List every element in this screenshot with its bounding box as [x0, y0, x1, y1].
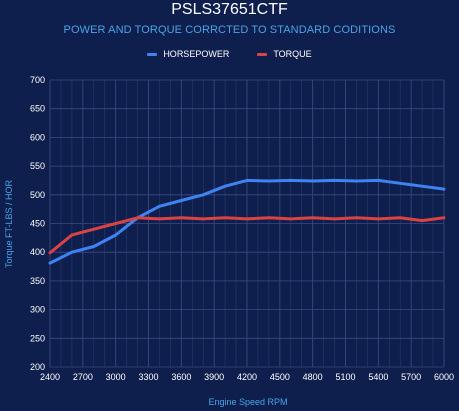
x-tick-label: 3300 — [138, 372, 158, 382]
x-tick-label: 4200 — [237, 372, 257, 382]
legend: HORSEPOWER TORQUE — [0, 49, 459, 59]
x-tick-labels: 2400 2700 3000 3300 3600 3900 4200 4500 4800 5100… — [40, 372, 454, 382]
x-tick-label: 2700 — [73, 372, 93, 382]
y-tick-label: 700 — [30, 75, 45, 85]
chart-subtitle: POWER AND TORQUE CORRCTED TO STANDARD CO… — [63, 24, 396, 36]
chart-title: PSLS37651CTF — [171, 1, 288, 18]
x-tick-label: 5700 — [401, 372, 421, 382]
legend-swatch-horsepower — [147, 52, 158, 56]
x-tick-label: 3600 — [171, 372, 191, 382]
y-tick-label: 300 — [30, 305, 45, 315]
x-tick-label: 3000 — [106, 372, 126, 382]
y-tick-labels: 200 250 300 350 400 450 500 550 600 650 700 — [30, 75, 45, 372]
y-tick-label: 250 — [30, 333, 45, 343]
series-lines — [48, 178, 446, 265]
legend-item-horsepower[interactable]: HORSEPOWER — [147, 49, 229, 59]
y-tick-label: 550 — [30, 161, 45, 171]
y-tick-label: 450 — [30, 219, 45, 229]
x-axis-label: Engine Speed RPM — [208, 397, 287, 407]
x-tick-label: 5100 — [335, 372, 355, 382]
major-gridlines — [49, 79, 445, 368]
y-tick-label: 400 — [30, 247, 45, 257]
legend-swatch-torque — [257, 52, 268, 56]
legend-item-torque[interactable]: TORQUE — [257, 49, 312, 59]
y-tick-label: 600 — [30, 132, 45, 142]
y-tick-label: 650 — [30, 104, 45, 114]
x-tick-label: 4800 — [303, 372, 323, 382]
legend-label-horsepower: HORSEPOWER — [163, 49, 230, 59]
series-line-horsepower[interactable] — [48, 178, 446, 265]
y-tick-label: 200 — [30, 362, 45, 372]
x-tick-label: 6000 — [434, 372, 454, 382]
x-tick-label: 3900 — [204, 372, 224, 382]
legend-label-torque: TORQUE — [273, 49, 312, 59]
y-tick-label: 350 — [30, 276, 45, 286]
x-tick-label: 5400 — [368, 372, 388, 382]
y-axis-label: Torque FT-LBS / HOR — [4, 179, 14, 268]
x-tick-label: 4500 — [270, 372, 290, 382]
y-tick-label: 500 — [30, 190, 45, 200]
x-tick-label: 2400 — [40, 372, 60, 382]
